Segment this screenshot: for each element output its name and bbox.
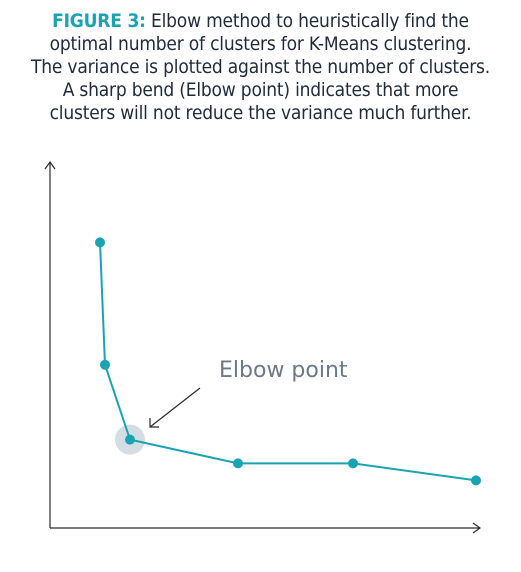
elbow-annotation-arrowhead bbox=[149, 418, 159, 428]
data-point bbox=[100, 359, 110, 370]
elbow-point-label: Elbow point bbox=[219, 358, 348, 383]
data-point bbox=[348, 458, 358, 469]
caption-line-2: optimal number of clusters for K-Means c… bbox=[49, 33, 472, 55]
x-axis-arrowhead bbox=[472, 522, 482, 534]
figure-label: FIGURE 3: bbox=[52, 10, 146, 32]
figure-caption: FIGURE 3: Elbow method to heuristically … bbox=[0, 10, 521, 125]
y-axis-arrowhead bbox=[44, 160, 56, 170]
annotation-layer: Elbow point bbox=[149, 358, 348, 428]
data-point bbox=[233, 458, 243, 469]
caption-line-4: A sharp bend (Elbow point) indicates tha… bbox=[62, 79, 459, 101]
caption-line-5: clusters will not reduce the variance mu… bbox=[49, 102, 472, 124]
data-point bbox=[125, 434, 135, 445]
chart-axes bbox=[44, 160, 482, 534]
series-layer bbox=[95, 237, 481, 486]
data-point bbox=[95, 237, 105, 248]
caption-line-3: The variance is plotted against the numb… bbox=[31, 56, 490, 78]
elbow-annotation-arrow bbox=[149, 387, 201, 428]
data-point bbox=[471, 475, 481, 486]
variance-line bbox=[99, 242, 477, 482]
caption-line-1: FIGURE 3: Elbow method to heuristically … bbox=[0, 10, 521, 33]
caption-text-1: Elbow method to heuristically find the bbox=[145, 10, 469, 32]
